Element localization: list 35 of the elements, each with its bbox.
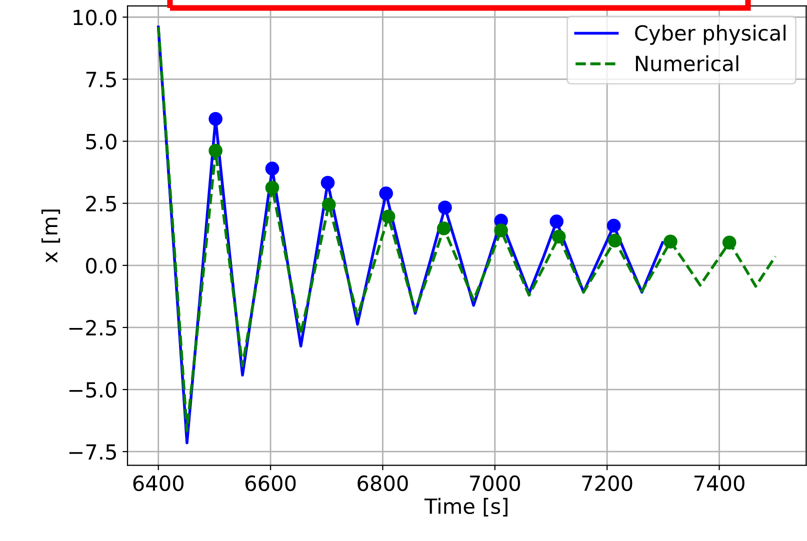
point	[664, 234, 678, 248]
x-axis-title: Time [s]	[424, 498, 508, 516]
x-tick-label: 6800	[358, 475, 408, 492]
y-tick-label: 7.5	[86, 72, 116, 88]
y-tick-label: 10.0	[74, 10, 116, 26]
y-tick-label: 0.0	[86, 258, 116, 274]
legend-label: Cyber physical	[635, 24, 786, 45]
point	[550, 214, 564, 228]
point	[208, 112, 222, 126]
y-tick-label: −7.5	[69, 444, 116, 460]
y-tick-label: −2.5	[69, 320, 116, 336]
x-tick-label: 7200	[582, 475, 632, 492]
y-tick-label: 5.0	[86, 134, 116, 150]
point	[494, 223, 508, 238]
legend-label: Numerical	[636, 55, 738, 72]
point	[436, 222, 451, 236]
y-tick-label: −5.0	[69, 382, 116, 398]
point	[265, 162, 280, 176]
point	[552, 230, 566, 244]
x-tick-label: 6400	[133, 475, 184, 492]
x-tick-label: 7000	[470, 475, 520, 492]
x-tick-label: 6600	[245, 475, 296, 492]
point	[265, 180, 280, 195]
point	[379, 186, 393, 200]
y-tick-label: 2.5	[86, 196, 116, 212]
point	[381, 210, 396, 224]
point	[320, 176, 335, 190]
point	[606, 218, 621, 233]
point	[722, 236, 736, 250]
point	[608, 234, 622, 248]
y-axis-title: x [m]	[41, 210, 60, 263]
point	[438, 200, 452, 214]
x-tick-label: 7400	[694, 475, 744, 492]
point	[208, 144, 222, 158]
point	[322, 198, 336, 212]
